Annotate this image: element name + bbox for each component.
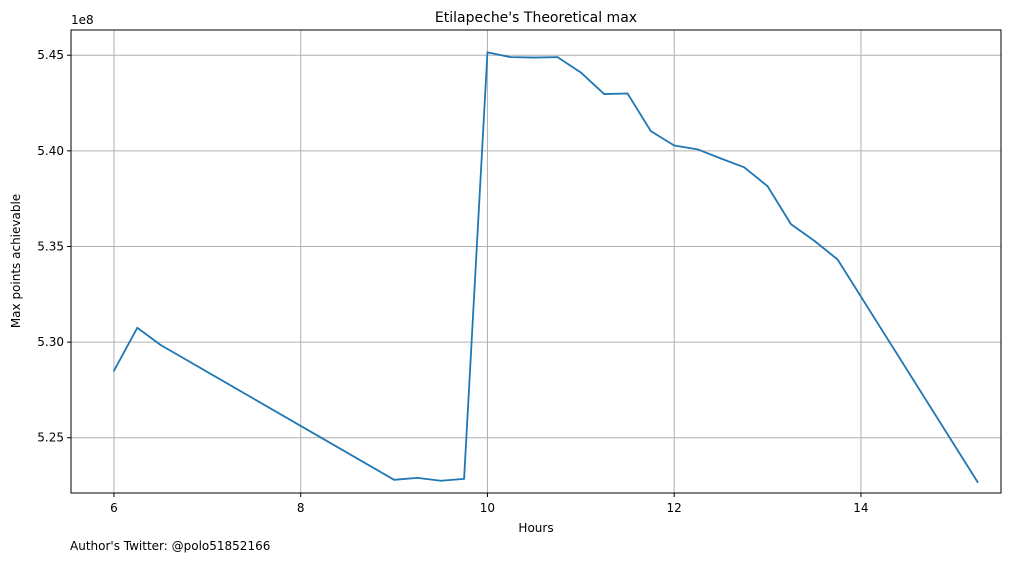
y-axis-label: Max points achievable [9, 194, 23, 328]
y-tick-label: 5.35 [37, 239, 64, 253]
series-line [113, 51, 979, 483]
data-point [486, 51, 489, 54]
data-point [579, 71, 582, 74]
data-point [533, 56, 536, 59]
data-point [813, 239, 816, 242]
author-footnote: Author's Twitter: @polo51852166 [70, 539, 270, 553]
data-point [463, 477, 466, 480]
x-tick-label: 8 [297, 501, 305, 515]
y-offset-label: 1e8 [71, 13, 94, 27]
data-point [159, 344, 162, 346]
data-point [626, 92, 629, 95]
data-point [603, 93, 606, 95]
data-point [743, 166, 746, 169]
data-point [790, 223, 792, 226]
series-layer [113, 51, 979, 483]
data-point [136, 326, 139, 329]
data-point [113, 369, 115, 372]
x-tick-label: 6 [110, 501, 118, 515]
data-point [649, 130, 652, 133]
y-tick-label: 5.30 [37, 335, 64, 349]
y-tick-label: 5.45 [37, 48, 64, 62]
y-tick-label: 5.25 [37, 431, 64, 445]
data-point [509, 56, 512, 59]
x-tick-label: 10 [480, 501, 495, 515]
chart-title: Etilapeche's Theoretical max [435, 10, 637, 26]
data-point [976, 481, 979, 483]
plot-area-frame [70, 29, 1002, 494]
grid [71, 30, 1001, 493]
data-point [766, 185, 769, 188]
x-tick-label: 12 [667, 501, 682, 515]
data-point [673, 144, 676, 147]
data-point [556, 56, 559, 59]
y-tick-label: 5.40 [37, 144, 64, 158]
data-point [836, 258, 839, 261]
data-point [416, 476, 419, 479]
data-point [719, 157, 722, 160]
data-point [696, 148, 699, 151]
tick-layer: 6 8 10 12 14 5.25 5.30 5.35 5.40 5.45 [37, 48, 868, 515]
x-tick-label: 14 [853, 501, 868, 515]
data-point [393, 478, 395, 481]
data-point [439, 479, 442, 482]
x-axis-label: Hours [518, 521, 553, 535]
